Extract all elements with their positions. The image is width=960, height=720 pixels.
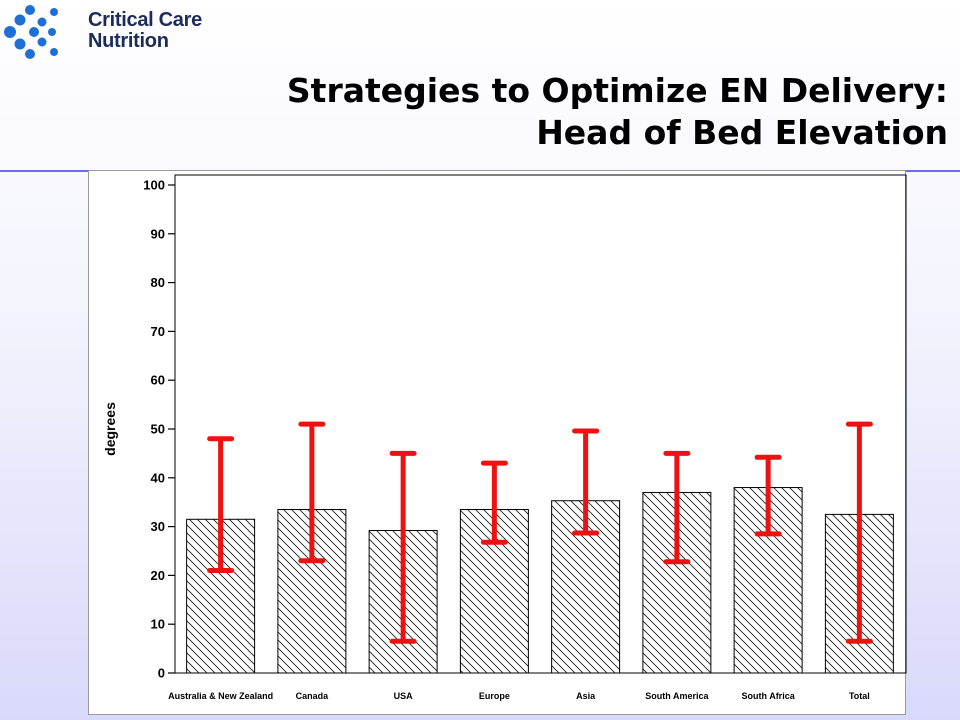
logo-dot xyxy=(25,49,35,59)
y-tick-label: 80 xyxy=(151,275,165,290)
x-tick-label: Asia xyxy=(576,691,596,701)
logo-mark-icon xyxy=(4,5,58,59)
logo-line2: Nutrition xyxy=(88,30,169,52)
x-tick-label: Total xyxy=(849,691,870,701)
bar xyxy=(733,487,803,674)
y-tick-label: 50 xyxy=(151,422,165,437)
x-tick-label: Europe xyxy=(479,691,510,701)
page-title: Strategies to Optimize EN Delivery: Head… xyxy=(88,70,948,154)
logo-dot xyxy=(14,14,26,26)
logo-dot xyxy=(50,8,58,16)
bar-chart: 0 10 20 30 40 50 60 70 80 90 100 degrees Australia &… xyxy=(102,174,907,701)
plot-frame xyxy=(174,174,907,674)
y-tick-label: 0 xyxy=(158,666,165,681)
logo-dot xyxy=(37,37,47,47)
x-tick-label: South America xyxy=(645,691,709,701)
logo-dot xyxy=(14,38,26,50)
y-tick-label: 20 xyxy=(151,568,165,583)
x-tick-label: South Africa xyxy=(742,691,796,701)
y-tick-label: 90 xyxy=(151,226,165,241)
bar xyxy=(459,509,529,674)
logo-dot xyxy=(50,48,58,56)
title-line1: Strategies to Optimize EN Delivery: xyxy=(286,71,948,110)
logo: Critical Care Nutrition xyxy=(0,0,210,62)
logo-dot xyxy=(29,27,39,37)
logo-text: Critical Care Nutrition xyxy=(88,10,202,52)
y-tick-label: 100 xyxy=(143,178,165,193)
logo-dot xyxy=(25,5,35,15)
y-tick-label: 30 xyxy=(151,519,165,534)
logo-dot xyxy=(4,26,16,38)
x-tick-label: Australia & New Zealand xyxy=(168,691,273,701)
y-tick-label: 60 xyxy=(151,373,165,388)
logo-line1: Critical Care xyxy=(88,9,202,31)
y-axis-label: degrees xyxy=(102,402,118,456)
logo-dot xyxy=(37,17,47,27)
x-tick-label: Canada xyxy=(296,691,330,701)
y-tick-label: 10 xyxy=(151,617,165,632)
x-tick-label: USA xyxy=(394,691,414,701)
title-line2: Head of Bed Elevation xyxy=(536,113,948,152)
y-tick-label: 40 xyxy=(151,470,165,485)
chart-panel: 0 10 20 30 40 50 60 70 80 90 100 degrees Australia &… xyxy=(88,170,907,715)
y-tick-label: 70 xyxy=(151,324,165,339)
logo-dot xyxy=(48,28,56,36)
